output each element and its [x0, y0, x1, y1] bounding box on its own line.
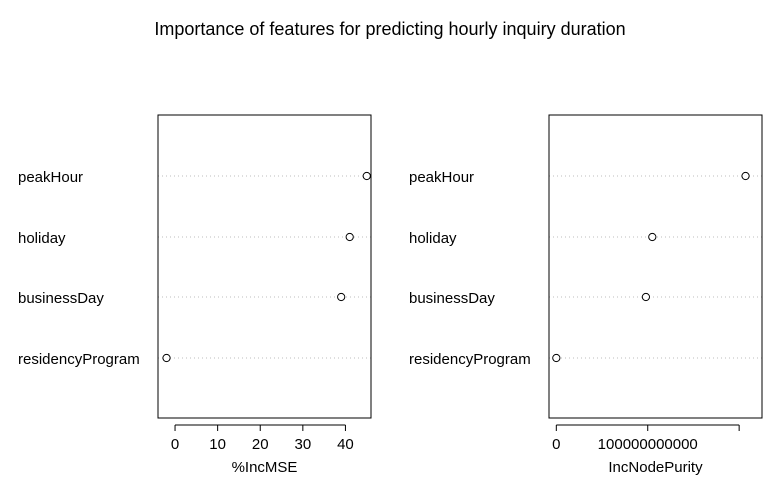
category-label: holiday [18, 230, 66, 247]
category-label: peakHour [18, 169, 83, 186]
category-label: peakHour [409, 169, 474, 186]
panel-2: peakHour holiday businessDay residencyProgr… [409, 114, 763, 476]
data-point [345, 232, 354, 242]
data-point [641, 292, 651, 302]
category-label: residencyProgram [409, 351, 531, 368]
category-label: holiday [409, 230, 457, 247]
panel-1: peakHour holiday businessDay residencyProgr… [18, 114, 372, 476]
category-label: residencyProgram [18, 351, 140, 368]
data-point [362, 171, 371, 181]
x-tick-label: 0 [552, 436, 560, 453]
x-tick-label: 0 [171, 436, 179, 453]
data-point [741, 171, 750, 181]
x-tick-label: 40 [337, 436, 354, 453]
category-label: businessDay [409, 290, 495, 307]
chart-title: Importance of features for predicting ho… [154, 19, 625, 39]
x-tick-label: 10 [209, 436, 226, 453]
data-point [162, 353, 171, 363]
data-point [552, 353, 561, 363]
x-tick-label: 30 [294, 436, 311, 453]
x-tick-label: 20 [252, 436, 269, 453]
data-point [337, 292, 346, 302]
category-label: businessDay [18, 290, 104, 307]
data-point [648, 232, 657, 242]
plot-frame [157, 114, 372, 419]
x-axis-label: %IncMSE [232, 459, 298, 476]
x-axis-label: IncNodePurity [608, 459, 703, 476]
plot-frame [548, 114, 763, 419]
x-tick-label: 100000000000 [598, 436, 698, 453]
